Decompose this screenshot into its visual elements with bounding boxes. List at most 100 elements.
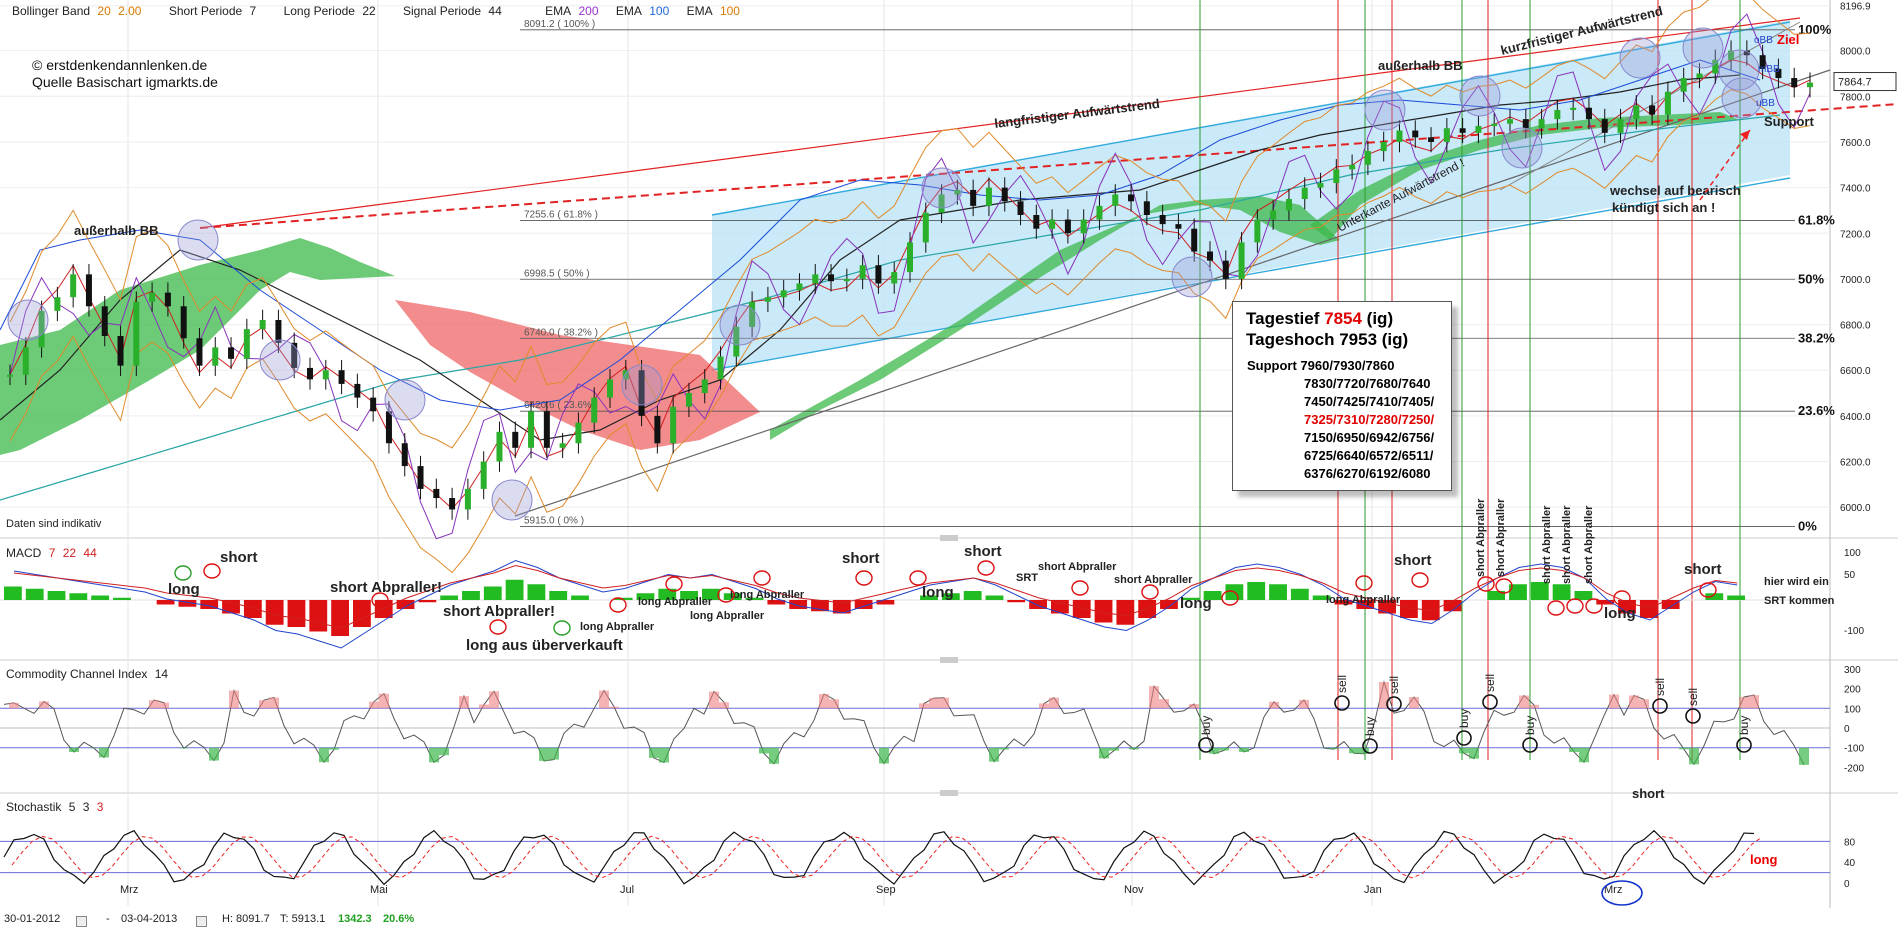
cci-signal-label: buy (1737, 716, 1751, 735)
macd-hist-bar (789, 600, 808, 609)
price-tick-label: 7600.0 (1840, 138, 1871, 149)
candle-body (259, 320, 266, 330)
stoch-panel-bg (0, 800, 1830, 908)
macd-signal-circle (1547, 600, 1565, 616)
cci-oversold-fill (1349, 747, 1359, 754)
macd-signal-label: short (964, 543, 1002, 560)
candle-body (1491, 123, 1498, 126)
candle-body (1001, 187, 1008, 202)
candle-body (559, 443, 566, 448)
cloud-red-1 (395, 300, 760, 450)
bb-param-1: 20 (97, 4, 111, 18)
candle-body (1728, 50, 1735, 60)
current-price-box (1833, 72, 1897, 92)
candle-body (859, 265, 866, 279)
highlight-circle (1721, 77, 1763, 119)
candle-body (449, 498, 456, 510)
tagestief-value: 7854 (1324, 309, 1362, 328)
candle-body (370, 397, 377, 412)
cci-overbought-fill (1609, 694, 1619, 709)
cci-overbought-fill (39, 701, 49, 709)
support-line-3: 7325/7310/7280/7250/ (1304, 412, 1435, 427)
macd-hist-bar (440, 595, 459, 600)
annotation-ubb: uBB (1756, 98, 1775, 109)
candle-body (1696, 73, 1703, 79)
macd-hist-bar (876, 600, 895, 605)
long-periode-label: Long Periode (283, 4, 355, 18)
highlight-circle (1682, 27, 1724, 69)
fib-level-label: 6998.5 ( 50% ) (524, 268, 590, 279)
cci-oversold-fill (1689, 747, 1699, 765)
macd-hist-bar (832, 600, 851, 614)
macd-hist-bar (614, 597, 633, 600)
candle-body (1159, 215, 1166, 225)
panel-resize-handle (940, 657, 958, 663)
price-tick-label: 7800.0 (1840, 92, 1871, 103)
candle-body (1633, 105, 1640, 120)
candle-body (780, 290, 787, 298)
cci-overbought-fill (1519, 695, 1529, 709)
macd-hist-bar (723, 593, 742, 600)
cci-signal-label: sell (1483, 674, 1497, 692)
header-indicators: Bollinger Band 20 2.00 Short Periode 7 L… (12, 4, 744, 18)
macd-signal-circle (855, 570, 873, 586)
cci-signal-circle (1198, 737, 1214, 753)
candle-body (1680, 78, 1687, 92)
macd-hist-bar (1705, 593, 1724, 600)
candle-body (1033, 215, 1040, 229)
cci-oversold-fill (439, 747, 449, 756)
cci-param: 14 (154, 667, 169, 681)
fib-level-label: 7255.6 ( 61.8% ) (524, 210, 598, 221)
date-from[interactable]: 30-01-2012 (4, 913, 61, 925)
date-to[interactable]: 03-04-2013 (121, 913, 178, 925)
ema-200-line (0, 114, 1781, 501)
candle-body (1649, 105, 1656, 115)
candle-body (70, 274, 77, 298)
bb-channel-fill (712, 20, 1790, 370)
cci-axis-label: -200 (1844, 763, 1864, 774)
bb-upper-line (9, 0, 1811, 449)
macd-signal-circle (977, 560, 995, 576)
candle-body (543, 411, 550, 448)
candle-body (149, 292, 156, 302)
support-line-2: 7450/7425/7410/7405/ (1304, 394, 1435, 409)
macd-hist-bar (156, 600, 175, 605)
macd-line (13, 559, 1738, 649)
stoch-param-1: 5 (68, 800, 76, 814)
cci-overbought-fill (819, 694, 829, 709)
cci-oversold-fill (1219, 747, 1229, 751)
candle-body (1775, 68, 1782, 79)
cci-oversold-fill (319, 747, 329, 763)
cci-overbought-fill (1299, 699, 1309, 709)
cci-signal-label: sell (1387, 676, 1401, 694)
candle-body (1112, 194, 1119, 206)
long-periode-value: 22 (362, 4, 376, 18)
cci-oversold-fill (1579, 747, 1589, 763)
cci-overbought-fill (929, 698, 939, 709)
cci-signal-circle (1362, 738, 1378, 754)
macd-hist-bar (243, 600, 262, 618)
annotation-bearish-1: wechsel auf bearisch (1609, 183, 1741, 198)
cci-oversold-fill (539, 747, 549, 761)
macd-axis-label: 50 (1844, 570, 1856, 581)
candle-body (1412, 130, 1419, 138)
candle-body (22, 347, 29, 375)
cci-oversold-fill (1569, 747, 1579, 752)
cci-signal-label: buy (1363, 717, 1377, 736)
macd-hist-bar (549, 591, 568, 600)
macd-hist-bar (1160, 600, 1178, 609)
macd-signal-label: long (1180, 595, 1212, 612)
cci-overbought-fill (369, 701, 379, 709)
fib-pct-label: 50% (1798, 271, 1824, 286)
candle-body (685, 393, 692, 407)
cci-overbought-fill (269, 697, 279, 709)
macd-signal-label: short Abpraller (1583, 505, 1595, 584)
cci-signal-circle (1522, 737, 1538, 753)
range-diff: 1342.3 (338, 913, 372, 925)
macd-hist-bar (287, 600, 306, 627)
candle-body (1664, 91, 1671, 115)
candle-body (1522, 119, 1529, 129)
panel-resize-handle (940, 535, 958, 541)
macd-signal-label: short (220, 549, 258, 566)
